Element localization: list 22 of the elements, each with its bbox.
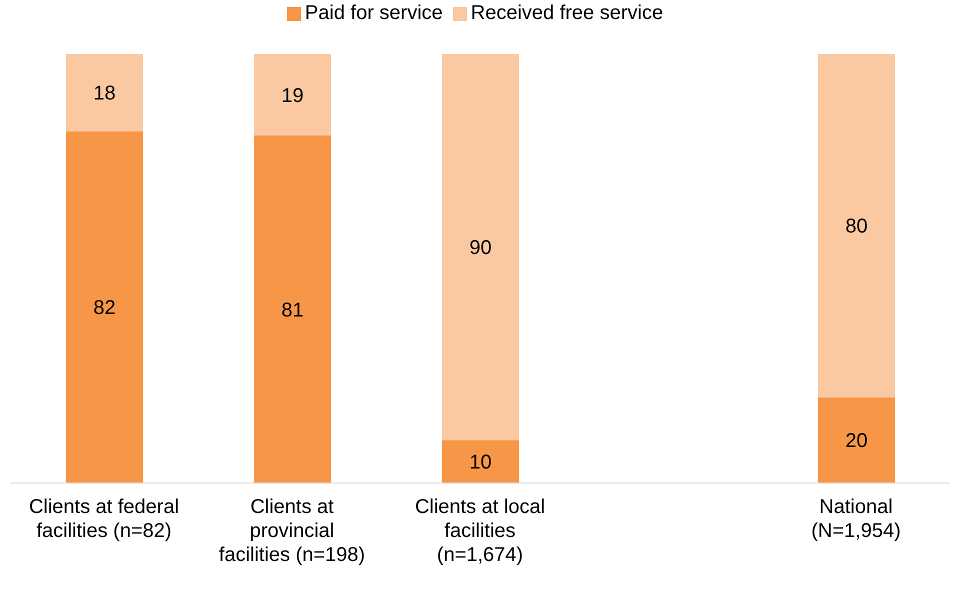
- bar: [254, 54, 331, 136]
- bar: [254, 136, 331, 483]
- legend-label: Paid for service: [304, 2, 443, 24]
- data-label: 80: [845, 216, 868, 238]
- bar: [442, 54, 519, 440]
- data-label: 81: [281, 299, 304, 322]
- bar: [442, 440, 519, 483]
- x-tick-label: National (N=1,954): [811, 496, 901, 542]
- bar: [818, 54, 895, 398]
- data-label: 82: [93, 297, 116, 320]
- legend-label: Received free service: [470, 2, 664, 24]
- x-tick-label: Clients at local facilities (n=1,674): [414, 496, 546, 566]
- data-label: 90: [469, 237, 492, 260]
- data-label: 10: [469, 452, 492, 474]
- data-label: 18: [93, 82, 116, 105]
- x-tick-label: Clients at federal facilities (n=82): [28, 496, 180, 542]
- data-label: 19: [281, 84, 304, 107]
- data-label: 20: [845, 430, 868, 452]
- x-tick-label: Clients at provincial facilities (n=198): [218, 496, 366, 566]
- bar: [818, 397, 895, 483]
- bar: [66, 131, 143, 483]
- bar: [66, 54, 143, 132]
